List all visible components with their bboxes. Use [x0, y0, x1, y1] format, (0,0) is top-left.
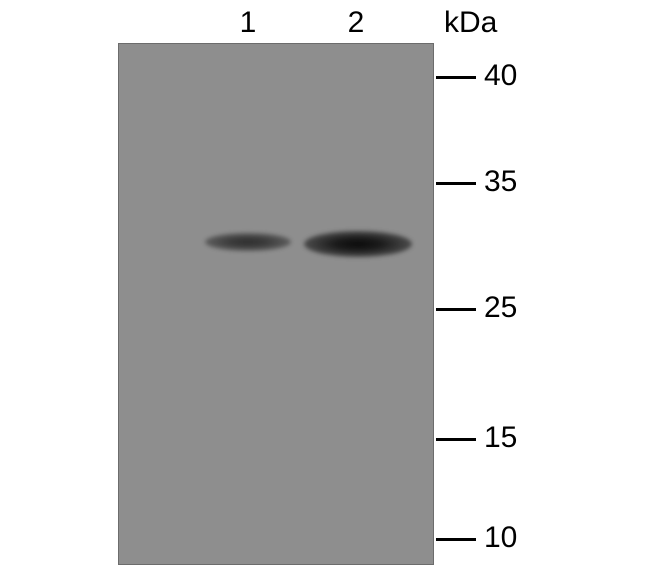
marker-label-25: 25: [484, 291, 517, 325]
lane-label-2: 2: [348, 6, 365, 40]
band-lane-2: [304, 231, 412, 257]
marker-tick-15: [436, 438, 476, 441]
marker-tick-10: [436, 538, 476, 541]
marker-label-10: 10: [484, 521, 517, 555]
marker-tick-40: [436, 76, 476, 79]
band-lane-1: [205, 233, 291, 251]
blot-membrane: [118, 43, 434, 565]
marker-label-40: 40: [484, 59, 517, 93]
lane-label-1: 1: [240, 6, 257, 40]
marker-label-15: 15: [484, 421, 517, 455]
western-blot-figure: 1 2 kDa 40 35 25 15 10: [0, 0, 650, 584]
kda-label: kDa: [444, 6, 497, 40]
marker-label-35: 35: [484, 165, 517, 199]
marker-tick-35: [436, 182, 476, 185]
marker-tick-25: [436, 308, 476, 311]
